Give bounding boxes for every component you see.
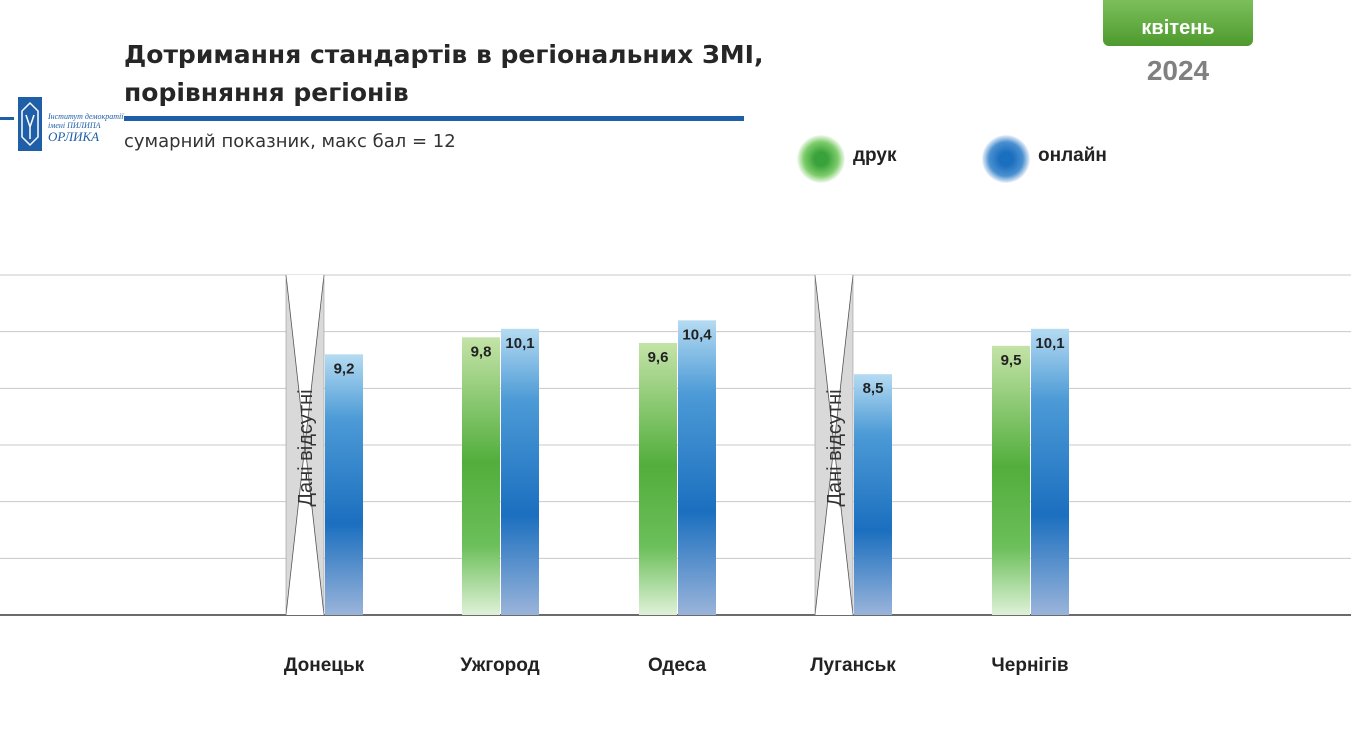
legend-print-label: друк — [853, 145, 897, 166]
title-line-2: порівняння регіонів — [124, 78, 409, 107]
year-label: 2024 — [1146, 55, 1210, 86]
bar-print — [992, 345, 1030, 615]
data-label-online: 10,1 — [505, 335, 534, 352]
data-label-print: 9,6 — [648, 349, 669, 366]
data-label-print: 9,5 — [1001, 352, 1022, 369]
bar-online — [678, 320, 716, 615]
data-label-online: 10,4 — [682, 326, 712, 343]
chart-title: Дотримання стандартів в регіональних ЗМІ… — [124, 36, 764, 112]
month-badge: квітень — [1103, 0, 1253, 46]
legend-print-swatch — [797, 135, 845, 183]
logo-text: Інститут демократії імені ПИЛИПА ОРЛИКА — [48, 112, 123, 143]
labels: 9,2 Донецьк 9,8 10,1 Ужгород 9,6 10,4 Одеса 8,5 Л… — [284, 326, 1069, 676]
category-label: Одеса — [648, 655, 706, 676]
month-label: квітень — [1141, 17, 1215, 39]
category-label: Чернігів — [991, 655, 1068, 676]
logo-line-1: Інститут демократії — [48, 112, 124, 121]
bars: Дані відсутні Дані відсутні — [285, 274, 1069, 616]
title-underline — [124, 116, 744, 121]
data-label-online: 8,5 — [863, 380, 884, 397]
no-data-label: Дані відсутні — [824, 389, 846, 506]
legend-online-swatch — [982, 135, 1030, 183]
emblem-icon — [18, 97, 42, 151]
bar-online — [854, 374, 892, 615]
no-data-label: Дані відсутні — [295, 389, 317, 506]
bar-online — [325, 354, 363, 615]
logo-line-2: імені ПИЛИПА — [48, 121, 101, 130]
institute-logo: Інститут демократії імені ПИЛИПА ОРЛИКА — [18, 95, 123, 155]
no-data-placeholder: Дані відсутні — [814, 274, 854, 616]
bar-online — [1031, 328, 1069, 615]
legend-online-label: онлайн — [1038, 145, 1107, 166]
category-label: Ужгород — [460, 655, 539, 676]
data-label-print: 9,8 — [471, 343, 492, 360]
logo-line-3: ОРЛИКА — [48, 129, 100, 144]
category-label: Донецьк — [284, 655, 365, 676]
category-label: Луганськ — [810, 655, 896, 676]
no-data-placeholder: Дані відсутні — [285, 274, 325, 616]
chart-subtitle: сумарний показник, макс бал = 12 — [124, 131, 456, 152]
bar-print — [462, 337, 500, 615]
title-line-1: Дотримання стандартів в регіональних ЗМІ… — [124, 40, 764, 69]
data-label-online: 10,1 — [1035, 335, 1064, 352]
bar-online — [501, 328, 539, 615]
data-label-online: 9,2 — [334, 360, 355, 377]
title-underline-left — [0, 117, 14, 120]
bar-print — [639, 343, 677, 615]
